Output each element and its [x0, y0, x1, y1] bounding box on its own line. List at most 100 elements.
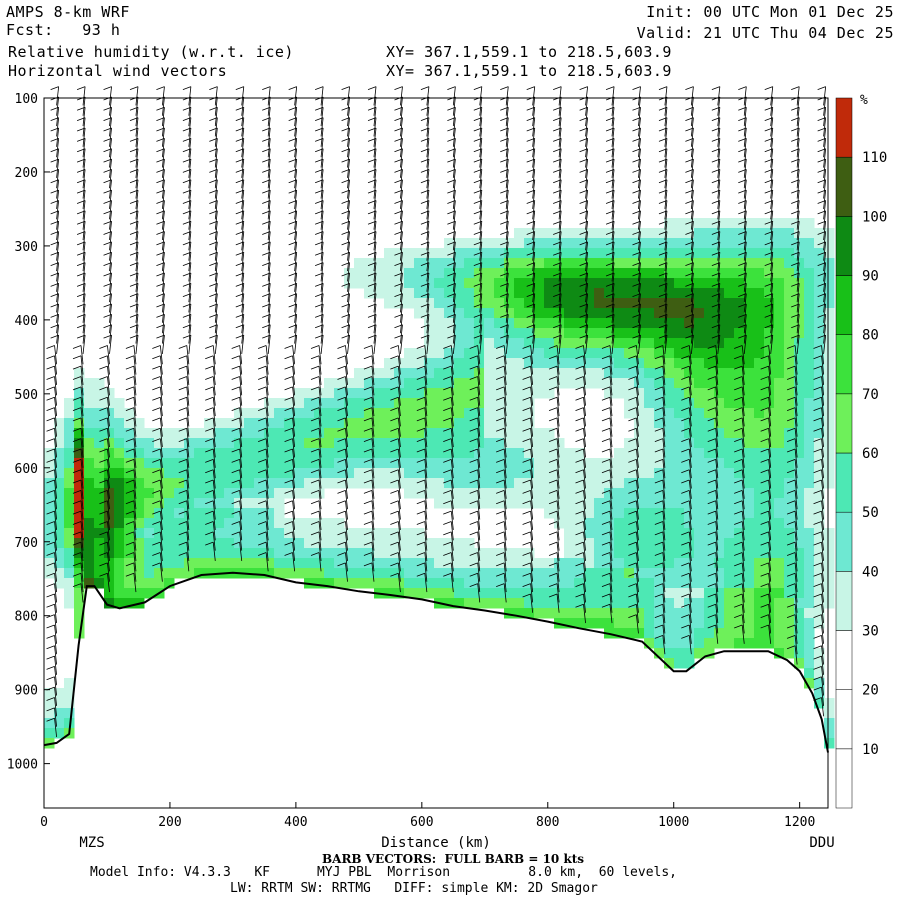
rh-cell: [434, 538, 445, 549]
wind-barb: [558, 107, 562, 127]
rh-cell: [574, 278, 585, 289]
wind-barb: [292, 511, 296, 530]
wind-barb: [505, 241, 509, 261]
wind-barb-flag: [156, 117, 165, 122]
wind-barb: [54, 355, 57, 375]
wind-barb-flag: [685, 137, 694, 142]
rh-cell: [454, 498, 465, 509]
rh-cell: [714, 408, 725, 419]
rh-cell: [594, 228, 605, 239]
wind-barb: [556, 355, 560, 375]
wind-barb-flag: [129, 303, 139, 308]
wind-barb: [347, 293, 350, 313]
rh-cell: [64, 508, 75, 519]
wind-barb-flag: [522, 417, 531, 422]
wind-barb-flag: [390, 448, 399, 453]
rh-cell: [154, 468, 165, 479]
rh-cell: [294, 528, 305, 539]
wind-barb-flag: [447, 86, 456, 90]
wind-barb: [743, 107, 747, 127]
wind-barb-flag: [231, 376, 240, 380]
rh-cell: [614, 238, 625, 249]
wind-barb: [450, 448, 454, 468]
rh-cell: [234, 418, 245, 429]
rh-cell: [554, 498, 565, 509]
rh-cell: [504, 588, 515, 599]
rh-cell: [274, 478, 285, 489]
rh-cell: [54, 568, 65, 579]
wind-barb-flag: [103, 200, 112, 204]
rh-cell: [594, 518, 605, 529]
wind-barb: [397, 417, 401, 437]
wind-barb-flag: [46, 458, 55, 463]
wind-barb-flag: [76, 179, 86, 184]
wind-barb: [611, 283, 615, 303]
rh-cell: [784, 538, 795, 549]
rh-cell: [784, 588, 795, 599]
wind-barb-flag: [605, 189, 615, 194]
wind-barb: [347, 252, 350, 272]
wind-barb-flag: [711, 303, 720, 308]
rh-cell: [614, 518, 625, 529]
wind-barb-flag: [707, 531, 716, 536]
wind-barb: [109, 262, 112, 282]
wind-barb-flag: [262, 231, 271, 235]
wind-barb: [347, 241, 350, 261]
rh-cell: [744, 458, 755, 469]
wind-barb-flag: [288, 169, 297, 173]
wind-barb: [345, 511, 348, 530]
rh-cell: [344, 428, 355, 439]
rh-cell: [94, 538, 105, 549]
wind-barb: [426, 293, 430, 313]
wind-barb: [161, 159, 165, 178]
wind-barb: [345, 500, 348, 520]
wind-barb: [426, 200, 430, 220]
rh-cell: [694, 568, 705, 579]
rh-cell: [624, 628, 635, 639]
wind-barb-flag: [103, 179, 112, 184]
wind-barb: [188, 272, 192, 292]
wind-barb-flag: [575, 407, 584, 411]
wind-barb-flag: [601, 500, 611, 505]
rh-cell: [214, 538, 225, 549]
rh-cell: [814, 588, 825, 599]
rh-cell: [664, 578, 675, 589]
rh-cell: [644, 628, 655, 639]
rh-cell: [354, 398, 365, 409]
wind-barb-flag: [605, 334, 615, 339]
wind-barb: [265, 417, 269, 437]
wind-barb-flag: [99, 541, 108, 546]
wind-barb-flag: [707, 500, 716, 505]
wind-barb-flag: [601, 417, 611, 422]
wind-barb: [135, 159, 139, 178]
wind-barb-flag: [654, 562, 663, 567]
wind-barb: [80, 511, 84, 530]
wind-barb-flag: [711, 241, 720, 246]
wind-barb-flag: [76, 148, 86, 153]
wind-barb: [638, 86, 641, 106]
wind-barb: [267, 127, 271, 147]
wind-barb: [585, 241, 589, 261]
wind-barb: [715, 624, 719, 644]
rh-cell: [524, 458, 535, 469]
wind-barb: [688, 593, 692, 613]
wind-barb-flag: [522, 396, 531, 401]
rh-cell: [494, 578, 505, 589]
wind-barb: [318, 511, 322, 530]
rh-cell: [224, 538, 235, 549]
rh-cell: [584, 488, 595, 499]
wind-barb: [558, 138, 562, 158]
wind-barb-flag: [284, 552, 293, 556]
rh-cell: [684, 268, 695, 279]
wind-barb-flag: [443, 562, 452, 567]
wind-barb: [80, 583, 84, 603]
rh-cell: [654, 318, 665, 329]
rh-cell: [774, 608, 785, 619]
rh-cell: [744, 618, 755, 629]
rh-cell: [624, 598, 635, 609]
rh-cell: [444, 598, 455, 609]
rh-cell: [784, 388, 795, 399]
rh-cell: [654, 238, 665, 249]
rh-cell: [644, 598, 655, 609]
rh-cell: [754, 248, 765, 259]
